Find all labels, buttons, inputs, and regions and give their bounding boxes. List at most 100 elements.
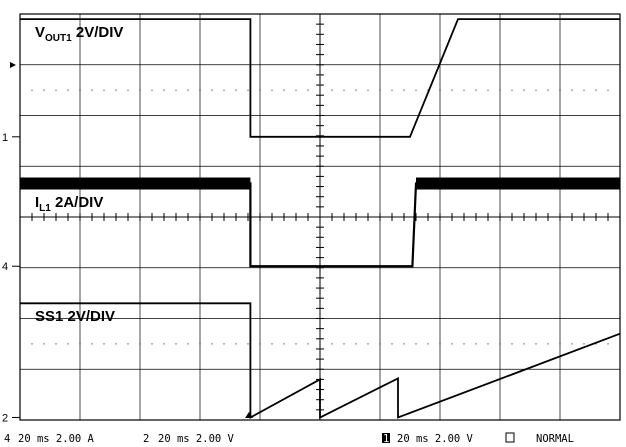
acquisition-square-icon [505,432,515,443]
grid-dot [55,89,57,91]
grid-dot [247,343,249,345]
grid-dot [367,89,369,91]
grid-dot [511,343,513,345]
grid-dot [355,89,357,91]
grid-dot [103,343,105,345]
grid-dot [523,89,525,91]
grid-dot [415,89,417,91]
ch1-scale: 20 ms 2.00 V [397,433,474,445]
grid-dot [211,89,213,91]
grid-dot [559,89,561,91]
grid-dot [175,89,177,91]
grid-dot [391,89,393,91]
grid-dot [607,89,609,91]
trace-labels: VOUT1 2V/DIV IL1 2A/DIV SS1 2V/DIV [35,24,123,325]
grid-dot [175,343,177,345]
trace-label-4: IL1 2A/DIV [35,194,103,214]
grid-dot [307,89,309,91]
grid-dot [283,343,285,345]
grid-dot [331,89,333,91]
grid-dot [595,343,597,345]
waveform-traces [20,18,621,420]
ground-marker-1: 1 [2,132,8,144]
ground-marker-4: 4 [2,261,8,273]
grid-dot [295,343,297,345]
grid-dot [223,89,225,91]
grid-dot [127,343,129,345]
grid-dot [247,89,249,91]
grid-dot [487,89,489,91]
grid-dot [187,343,189,345]
grid-dot [187,89,189,91]
ground-marker-2: 2 [2,412,8,424]
ch2-number: 2 [143,433,149,445]
grid-dot [487,343,489,345]
grid-dot [115,343,117,345]
grid-dot [271,343,273,345]
grid-dot [271,89,273,91]
grid-dot [139,343,141,345]
grid-dot [259,89,261,91]
grid-dot [619,89,621,91]
grid-dot [163,89,165,91]
grid-dot [595,89,597,91]
grid-dot [499,89,501,91]
grid-dot [379,89,381,91]
grid-dot [331,343,333,345]
grid-dot [547,343,549,345]
grid-dot [367,343,369,345]
grid-dot [91,343,93,345]
grid-dot [355,343,357,345]
ground-markers: 1 4 2 [2,132,20,424]
grid-dot [199,343,201,345]
grid-dot [451,343,453,345]
grid-dot [391,343,393,345]
grid-dot [343,89,345,91]
grid-dot [475,343,477,345]
grid-dot [79,343,81,345]
grid-dot [451,89,453,91]
grid-dot [499,343,501,345]
grid-dot [343,343,345,345]
grid-dot [403,89,405,91]
grid-dot [211,343,213,345]
trigger-level-marker [10,62,16,68]
grid-dot [91,89,93,91]
ripple-band [416,177,620,190]
grid-dot [547,89,549,91]
grid-dot [139,89,141,91]
grid-dot [403,343,405,345]
grid-dot [511,89,513,91]
grid-dot [559,343,561,345]
grid-dot [79,89,81,91]
grid-dot [67,89,69,91]
grid-dot [571,343,573,345]
grid-dot [55,343,57,345]
grid-dot [19,89,21,91]
grid-dot [259,343,261,345]
grid-dot [223,343,225,345]
grid-dot [199,89,201,91]
ch1-number: 1 [383,433,389,445]
ch4-scale: 20 ms 2.00 A [18,433,95,445]
grid-dot [463,343,465,345]
ripple-band [20,177,251,190]
grid-dot [619,343,621,345]
grid-dot [163,343,165,345]
grid-dot [67,343,69,345]
grid-dot [475,89,477,91]
grid-dot [127,89,129,91]
trace-1 [20,18,620,138]
grid-dot [439,343,441,345]
grid-dot [607,343,609,345]
grid-dot [31,343,33,345]
grid-dot [151,343,153,345]
grid-dot [379,343,381,345]
grid-dot [115,89,117,91]
grid-dot [19,343,21,345]
trace-label-1: VOUT1 2V/DIV [35,24,123,44]
grid-dot [31,89,33,91]
grid-dot [43,89,45,91]
trigger-mode: NORMAL [536,433,574,445]
status-bar: 4 20 ms 2.00 A 2 20 ms 2.00 V 1 20 ms 2.… [4,432,574,445]
